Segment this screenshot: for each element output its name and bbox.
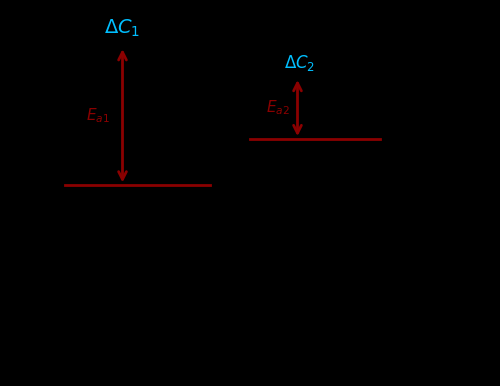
Text: $\mathit{\Delta C_1}$: $\mathit{\Delta C_1}$: [104, 17, 141, 39]
Text: $\mathit{\Delta C_2}$: $\mathit{\Delta C_2}$: [284, 53, 316, 73]
Text: $E_{a1}$: $E_{a1}$: [86, 107, 110, 125]
Text: $E_{a2}$: $E_{a2}$: [266, 99, 289, 117]
